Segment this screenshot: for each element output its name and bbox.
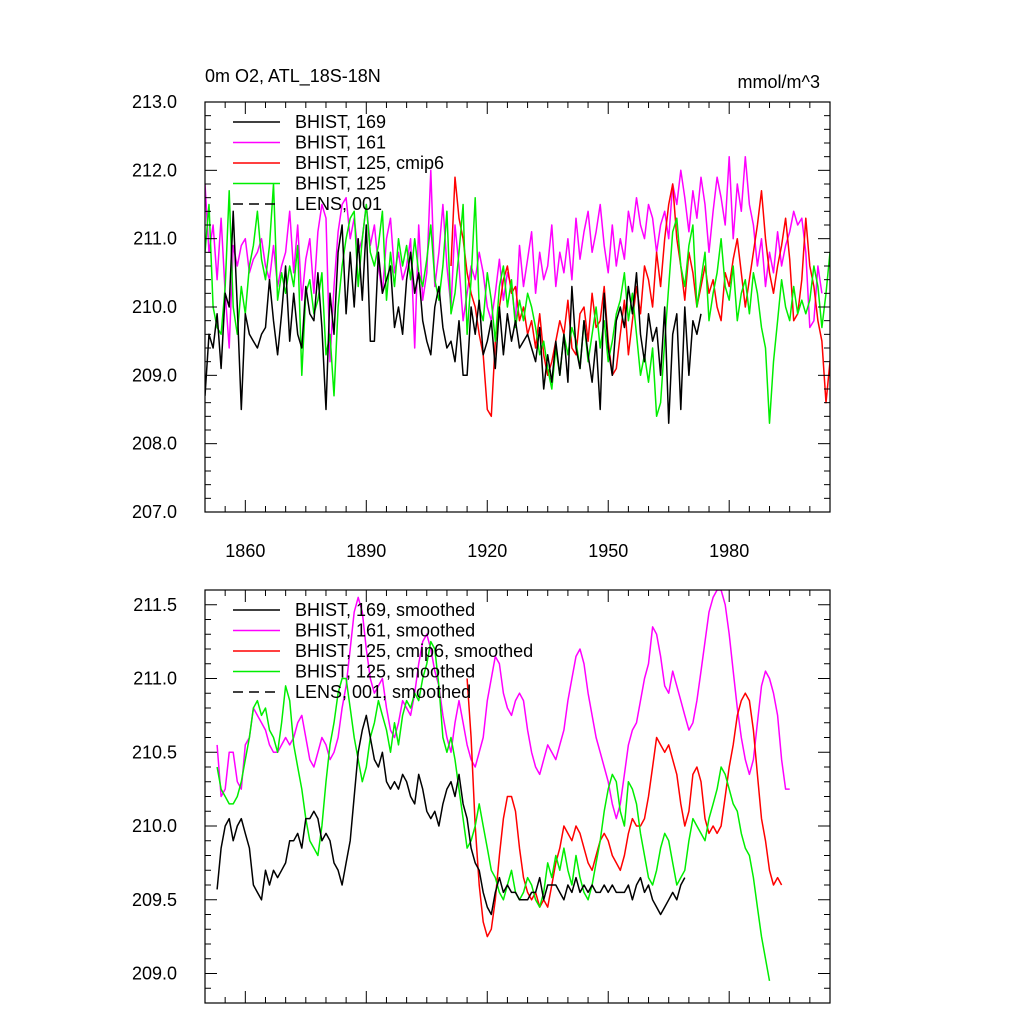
legend-label-5: LENS, 001 (295, 194, 382, 214)
x-tick-label: 1950 (588, 541, 628, 561)
y-tick-label: 208.0 (132, 434, 177, 454)
legend-label-2: BHIST, 161, smoothed (295, 621, 475, 641)
legend-label-1: BHIST, 169, smoothed (295, 600, 475, 620)
y-tick-label: 209.0 (132, 365, 177, 385)
y-tick-label: 211.5 (133, 595, 177, 615)
y-tick-label: 211.0 (133, 229, 177, 249)
series-line-3 (205, 183, 830, 424)
y-tick-label: 209.0 (132, 964, 177, 984)
series-line-4 (216, 714, 686, 916)
series-line-2 (450, 176, 830, 418)
x-tick-label: 1980 (709, 541, 749, 561)
y-tick-label: 210.0 (132, 297, 177, 317)
series-line-2 (466, 678, 783, 938)
series-line-3 (216, 640, 771, 982)
series-line-4 (205, 210, 702, 424)
x-tick-label: 1860 (225, 541, 265, 561)
y-tick-label: 211.0 (133, 669, 177, 689)
x-tick-label: 1890 (346, 541, 386, 561)
chart-title-left: 0m O2, ATL_18S-18N (205, 66, 381, 87)
series-line-1 (216, 590, 790, 820)
series-group (205, 155, 830, 424)
y-tick-label: 210.0 (132, 816, 177, 836)
y-tick-label: 209.5 (132, 890, 177, 910)
chart-units-label: mmol/m^3 (738, 72, 820, 92)
legend-label-1: BHIST, 169 (295, 112, 386, 132)
y-tick-label: 210.5 (132, 742, 177, 762)
legend-label-5: LENS, 001, smoothed (295, 682, 471, 702)
top-panel: 0m O2, ATL_18S-18N mmol/m^3 1860 1890 1920… (132, 66, 831, 561)
y-tick-label: 207.0 (132, 502, 177, 522)
bottom-panel: 209.0 209.5 210.0 210.5 211.0 211.5 BHIST, 169… (132, 589, 831, 1004)
legend-label-2: BHIST, 161 (295, 133, 386, 153)
series-group (216, 590, 790, 982)
legend-label-3: BHIST, 125, cmip6 (295, 153, 444, 173)
legend-label-3: BHIST, 125, cmip6, smoothed (295, 641, 533, 661)
legend-label-4: BHIST, 125, smoothed (295, 662, 475, 682)
y-tick-label: 213.0 (132, 92, 177, 112)
x-tick-label: 1920 (467, 541, 507, 561)
legend-label-4: BHIST, 125 (295, 174, 386, 194)
y-tick-label: 212.0 (132, 160, 177, 180)
